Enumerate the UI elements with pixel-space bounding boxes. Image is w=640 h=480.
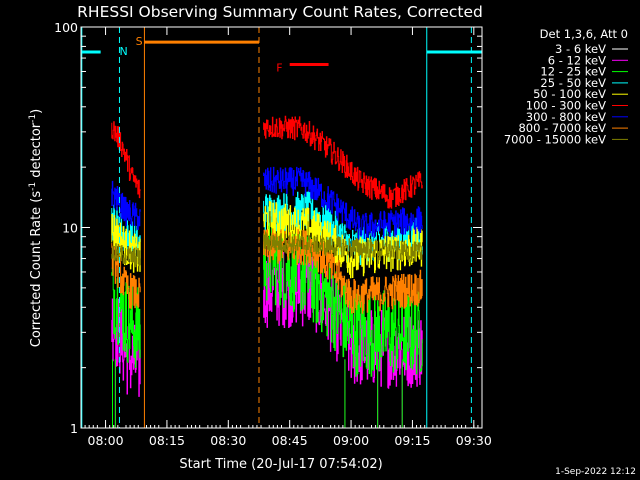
series-line bbox=[111, 243, 141, 309]
legend-label: 25 - 50 keV bbox=[540, 76, 606, 90]
series-line bbox=[111, 256, 141, 368]
series-6 bbox=[111, 115, 423, 209]
legend-label: 100 - 300 keV bbox=[526, 99, 606, 113]
series-line bbox=[263, 166, 423, 241]
legend-header: Det 1,3,6, Att 0 bbox=[540, 27, 628, 41]
series-layer bbox=[111, 115, 423, 428]
series-line bbox=[111, 180, 141, 230]
y-axis-label: Corrected Count Rate (s-1 detector-1) bbox=[28, 109, 44, 347]
legend-label: 7000 - 15000 keV bbox=[504, 132, 606, 146]
series-8 bbox=[111, 228, 423, 314]
series-line bbox=[263, 228, 423, 314]
mode-flag-label: S bbox=[136, 35, 143, 48]
legend-label: 6 - 12 keV bbox=[548, 53, 606, 67]
x-tick-label: 08:30 bbox=[210, 433, 246, 448]
legend-label: 800 - 7000 keV bbox=[518, 121, 606, 135]
x-tick-label: 08:45 bbox=[272, 433, 308, 448]
series-7 bbox=[111, 166, 423, 241]
chart-title: RHESSI Observing Summary Count Rates, Co… bbox=[77, 3, 483, 21]
mode-flag-label: N bbox=[119, 45, 127, 58]
legend-label: 50 - 100 keV bbox=[533, 87, 606, 101]
x-tick-label: 08:00 bbox=[88, 433, 124, 448]
annotations-layer: NS F bbox=[81, 27, 482, 428]
legend-label: 300 - 800 keV bbox=[526, 110, 606, 124]
footer-timestamp: 1-Sep-2022 12:12 bbox=[555, 467, 636, 477]
x-tick-label: 08:15 bbox=[149, 433, 185, 448]
series-line bbox=[263, 232, 423, 262]
series-line bbox=[111, 214, 141, 273]
y-tick-label: 100 bbox=[54, 20, 78, 35]
series-line bbox=[111, 121, 141, 199]
series-line bbox=[111, 298, 141, 397]
x-tick-label: 09:15 bbox=[394, 433, 430, 448]
y-tick-label: 10 bbox=[62, 221, 78, 236]
x-tick-label: 09:00 bbox=[333, 433, 369, 448]
mode-flag-label: F bbox=[276, 62, 282, 75]
x-axis-label: Start Time (20-Jul-17 07:54:02) bbox=[179, 457, 382, 472]
series-3 bbox=[111, 220, 423, 428]
legend-label: 3 - 6 keV bbox=[555, 42, 606, 56]
series-line bbox=[263, 115, 423, 209]
x-tick-label: 09:30 bbox=[456, 433, 492, 448]
legend-label: 12 - 25 keV bbox=[540, 65, 606, 79]
axes: 08:00 08:15 08:30 08:45 09:00 09:15 09:30 1 10 10… bbox=[54, 20, 492, 448]
y-tick-label: 1 bbox=[70, 421, 78, 436]
series-9 bbox=[111, 232, 423, 268]
series-line bbox=[111, 243, 141, 268]
series-line bbox=[263, 220, 423, 377]
